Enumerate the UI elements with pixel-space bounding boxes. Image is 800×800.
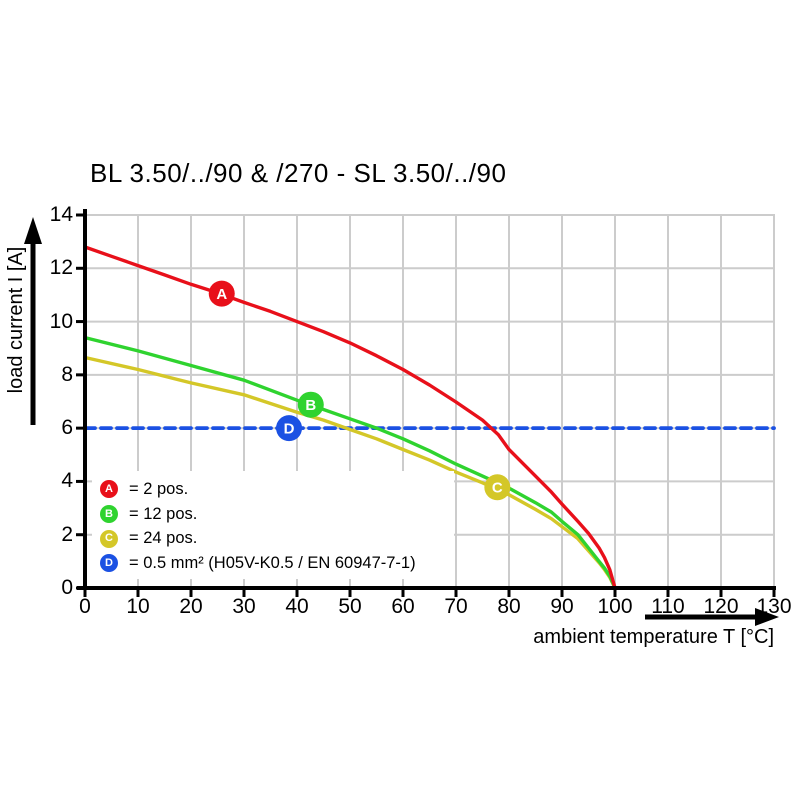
legend-label-b: = 12 pos. bbox=[129, 504, 198, 523]
legend-label-d: = 0.5 mm² (H05V-K0.5 / EN 60947-7-1) bbox=[129, 553, 416, 572]
x-tick-label-100: 100 bbox=[597, 595, 633, 618]
x-axis-arrow-head bbox=[755, 608, 779, 626]
legend-marker-d-icon: D bbox=[100, 554, 118, 573]
x-tick-label-20: 20 bbox=[179, 595, 203, 618]
y-axis-label: load current I [A] bbox=[5, 246, 27, 394]
marker-A bbox=[208, 280, 235, 307]
legend-item-a: A = 2 pos. bbox=[92, 477, 454, 502]
y-tick-label-0: 0 bbox=[61, 576, 73, 599]
y-tick-label-6: 6 bbox=[61, 416, 73, 440]
y-tick-label-2: 2 bbox=[61, 522, 73, 546]
y-tick-label-4: 4 bbox=[61, 469, 73, 493]
y-tick-label-8: 8 bbox=[61, 362, 73, 386]
marker-letter-D: D bbox=[284, 421, 295, 438]
marker-B bbox=[297, 391, 324, 418]
x-tick-label-10: 10 bbox=[126, 595, 150, 618]
x-tick-label-50: 50 bbox=[338, 595, 362, 618]
legend-marker-a-icon: A bbox=[100, 480, 118, 499]
y-tick-label-14: 14 bbox=[49, 203, 73, 226]
x-tick-label-120: 120 bbox=[703, 595, 739, 618]
x-tick-label-130: 130 bbox=[756, 595, 792, 618]
x-tick-label-70: 70 bbox=[444, 595, 468, 618]
x-tick-label-80: 80 bbox=[497, 595, 521, 618]
legend-marker-c-icon: C bbox=[100, 529, 118, 548]
legend-item-d: D = 0.5 mm² (H05V-K0.5 / EN 60947-7-1) bbox=[92, 551, 454, 576]
y-tick-label-10: 10 bbox=[49, 309, 73, 333]
chart-title: BL 3.50/../90 & /270 - SL 3.50/../90 bbox=[90, 158, 507, 188]
x-tick-label-40: 40 bbox=[285, 595, 309, 618]
x-tick-label-0: 0 bbox=[79, 595, 91, 618]
marker-letter-C: C bbox=[492, 480, 503, 497]
marker-C bbox=[484, 474, 511, 501]
legend-item-b: B = 12 pos. bbox=[92, 502, 454, 527]
x-axis-label: ambient temperature T [°C] bbox=[533, 626, 774, 648]
legend-label-c: = 24 pos. bbox=[129, 529, 198, 548]
x-tick-label-110: 110 bbox=[651, 595, 685, 618]
legend-label-a: = 2 pos. bbox=[129, 479, 189, 498]
y-axis-arrow-head bbox=[24, 217, 42, 244]
x-tick-label-30: 30 bbox=[232, 595, 256, 618]
curve-A bbox=[83, 245, 617, 590]
legend-marker-b-icon: B bbox=[100, 505, 118, 524]
marker-letter-B: B bbox=[305, 397, 316, 414]
curve-B bbox=[83, 335, 617, 590]
x-tick-label-60: 60 bbox=[391, 595, 415, 618]
marker-letter-A: A bbox=[216, 286, 227, 303]
legend-item-c: C = 24 pos. bbox=[92, 526, 454, 551]
chart-legend: A = 2 pos. B = 12 pos. C = 24 pos. D = 0.5 mm² … bbox=[92, 471, 454, 579]
x-tick-label-90: 90 bbox=[550, 595, 574, 618]
y-tick-label-12: 12 bbox=[49, 256, 73, 280]
marker-D bbox=[276, 415, 303, 442]
